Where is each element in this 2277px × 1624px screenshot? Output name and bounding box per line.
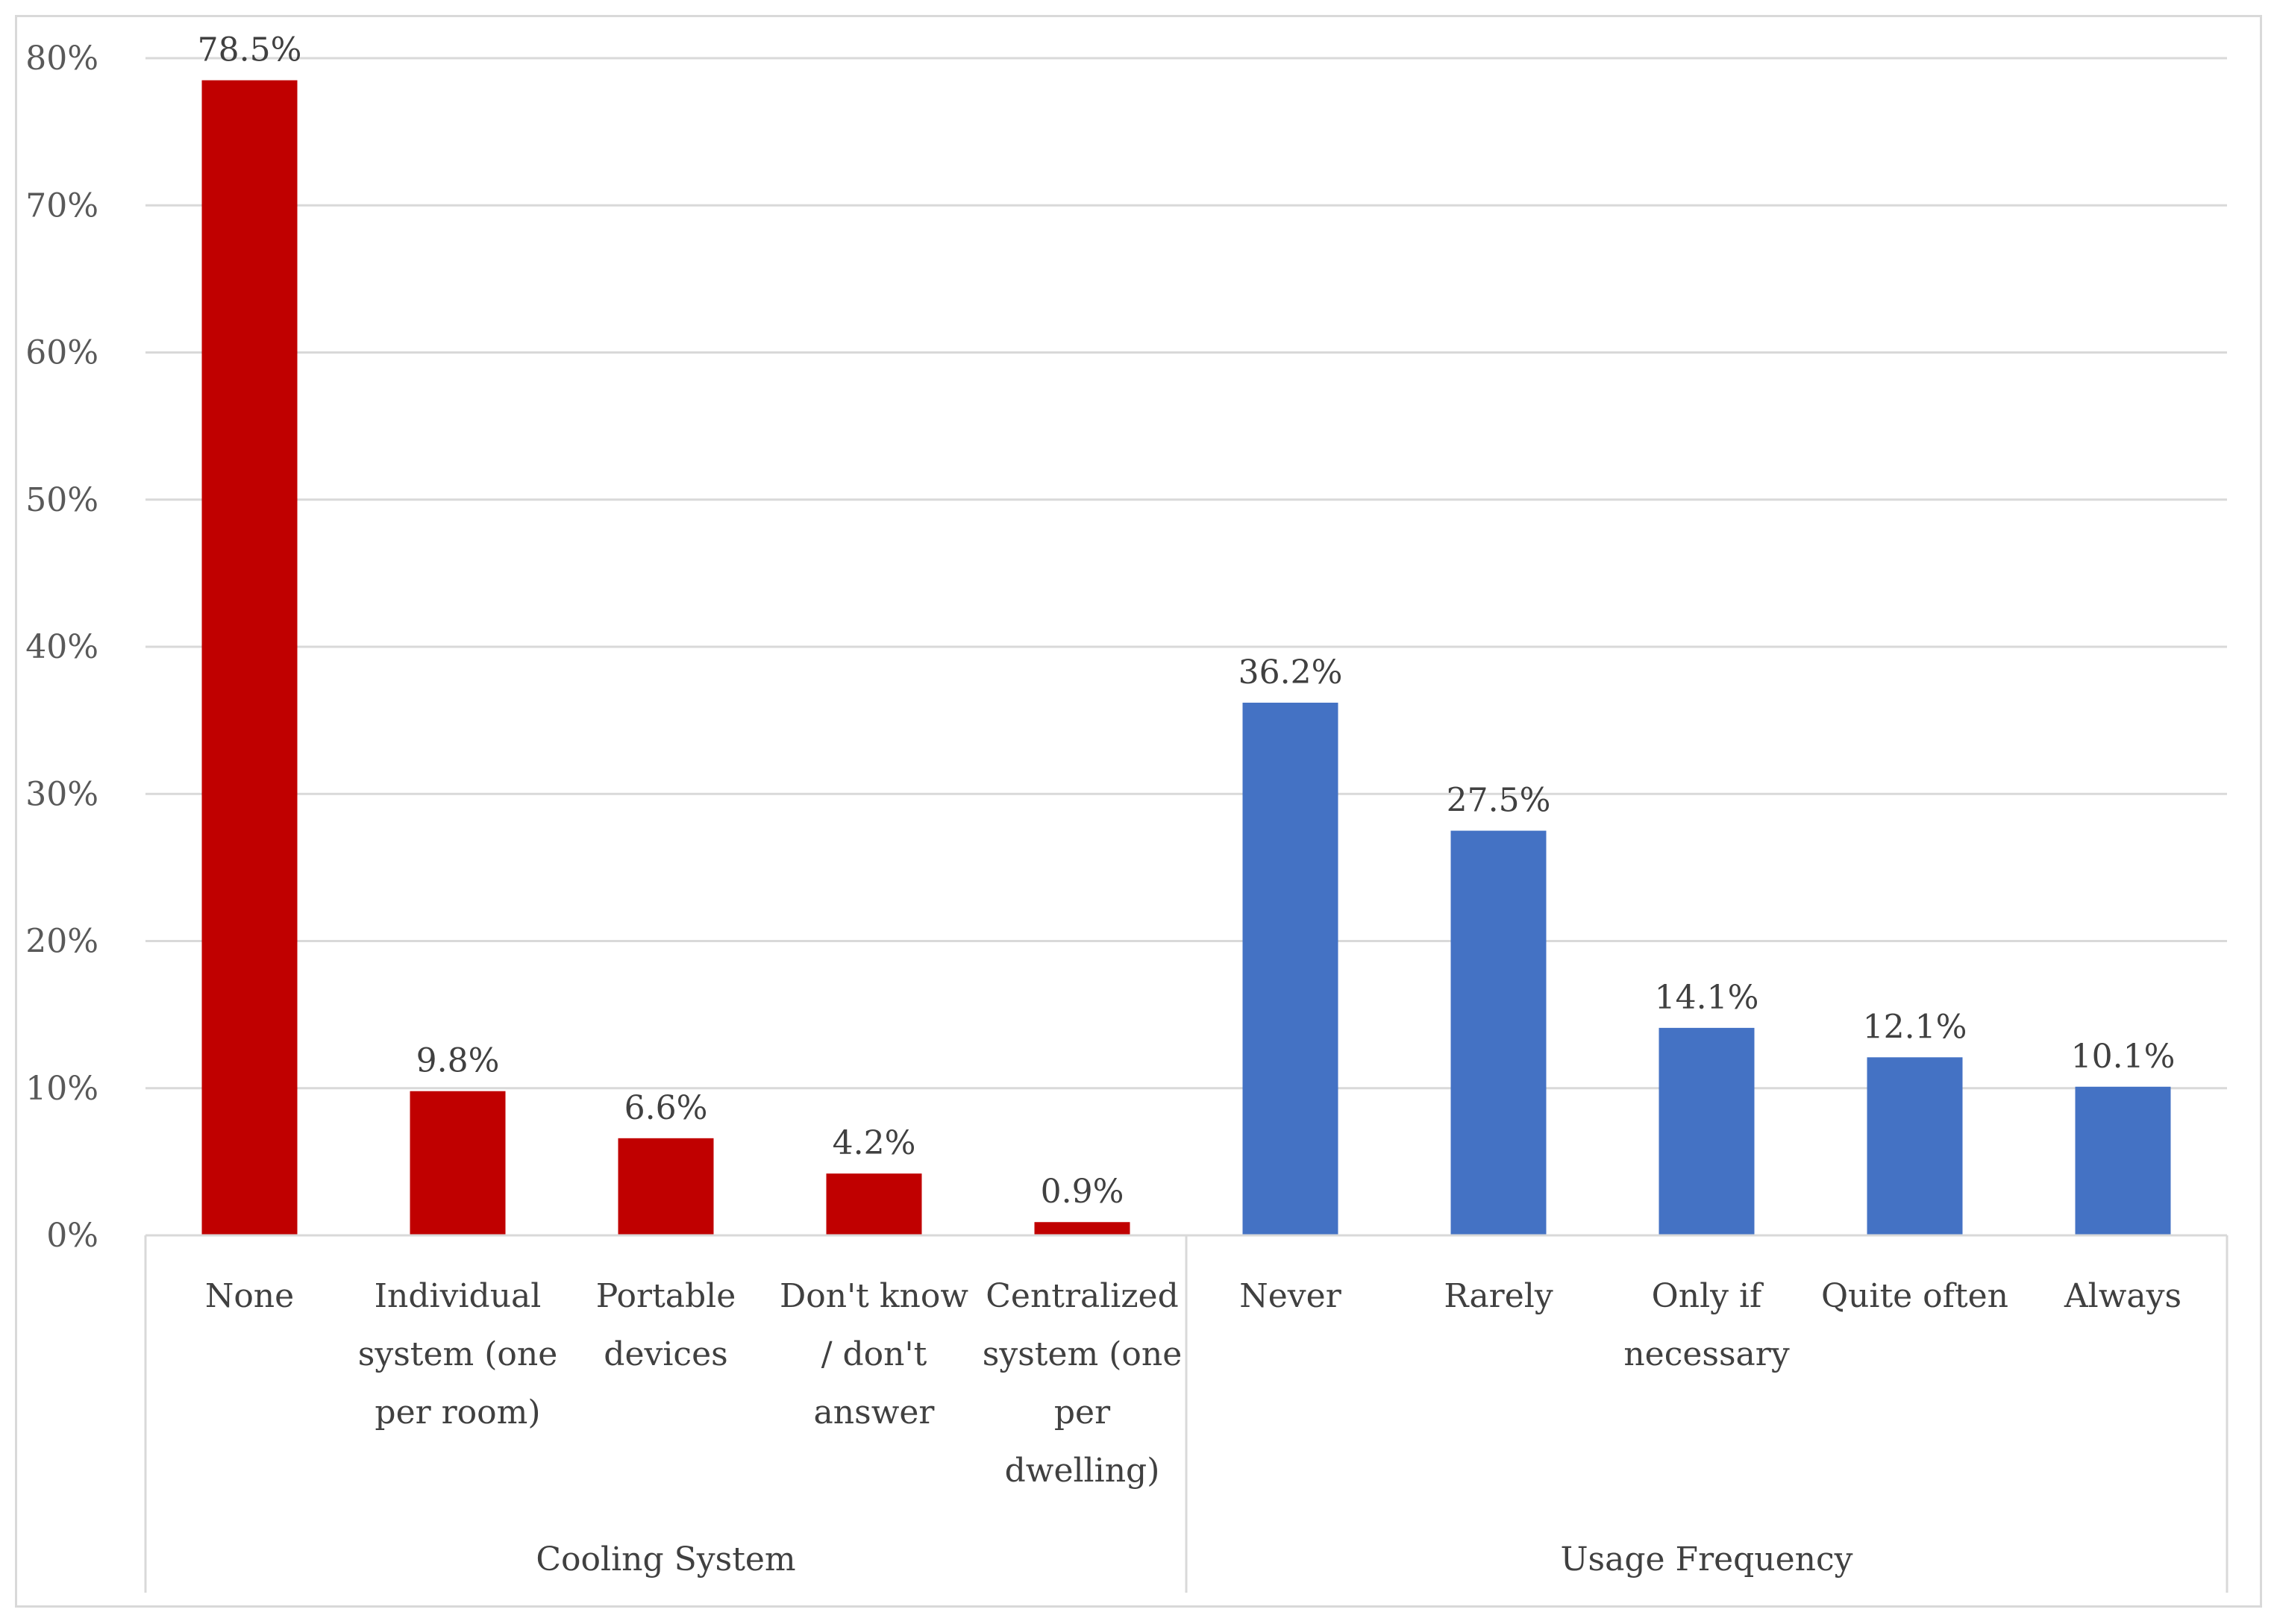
category-label: Never (1239, 1277, 1341, 1315)
y-tick-label: 30% (25, 775, 98, 813)
category-label-line: Only if (1652, 1277, 1764, 1315)
bar (1242, 702, 1338, 1235)
category-label-line: devices (604, 1335, 727, 1373)
data-label: 78.5% (198, 31, 302, 69)
y-tick-label: 20% (25, 923, 98, 961)
category-label-line: answer (814, 1393, 936, 1432)
bars (201, 80, 2171, 1235)
x-axis (144, 1234, 2229, 1593)
data-label: 14.1% (1655, 979, 1759, 1017)
category-label-line: / don't (821, 1335, 927, 1373)
data-label: 0.9% (1041, 1173, 1124, 1211)
group-label: Usage Frequency (1560, 1540, 1852, 1578)
category-label: Centralized system (one per dwelling) (983, 1277, 1182, 1490)
bar (1450, 830, 1547, 1235)
data-label: 27.5% (1447, 782, 1551, 820)
category-label: Only if necessary (1623, 1277, 1789, 1373)
y-tick-label: 60% (25, 334, 98, 372)
data-labels: 78.5% 9.8% 6.6% 4.2% 0.9% 36.2% 27.5% 14.1% 12.1… (198, 31, 2176, 1211)
bar (1867, 1057, 1963, 1235)
bar (1659, 1027, 1755, 1235)
data-label: 4.2% (833, 1124, 916, 1162)
bar (410, 1091, 506, 1235)
category-label: Portable devices (596, 1277, 736, 1373)
category-label: None (205, 1277, 294, 1315)
category-labels: None Individual system (one per room) Portab… (205, 1277, 2182, 1490)
category-label: Always (2064, 1277, 2182, 1315)
category-label-line: dwelling) (1005, 1452, 1160, 1490)
category-label-line: Rarely (1444, 1277, 1553, 1315)
category-label-line: per room) (375, 1393, 540, 1432)
bar (201, 80, 298, 1235)
data-label: 36.2% (1238, 653, 1343, 692)
category-label-line: Quite often (1821, 1277, 2008, 1315)
y-tick-label: 70% (25, 186, 98, 225)
bar (2075, 1086, 2171, 1235)
data-label: 6.6% (624, 1089, 708, 1127)
category-label-line: per (1054, 1393, 1111, 1432)
chart-frame (15, 15, 2262, 1608)
category-label-line: Never (1239, 1277, 1341, 1315)
bar (618, 1138, 714, 1235)
data-label: 9.8% (416, 1042, 500, 1080)
y-axis-ticks: 0% 10% 20% 30% 40% 50% 60% 70% 80% (25, 40, 98, 1255)
category-label-line: system (one (983, 1335, 1182, 1373)
category-label: Quite often (1821, 1277, 2008, 1315)
category-label: Don't know / don't answer (780, 1277, 968, 1432)
category-label: Rarely (1444, 1277, 1553, 1315)
data-label: 10.1% (2071, 1038, 2176, 1076)
y-tick-label: 50% (25, 481, 98, 519)
category-label-line: necessary (1623, 1335, 1789, 1373)
category-label: Individual system (one per room) (358, 1277, 557, 1432)
y-tick-label: 0% (46, 1217, 98, 1255)
category-label-line: system (one (358, 1335, 557, 1373)
category-label-line: Always (2064, 1277, 2182, 1315)
group-labels: Cooling System Usage Frequency (536, 1540, 1852, 1578)
category-label-line: None (205, 1277, 294, 1315)
category-label-line: Centralized (986, 1277, 1179, 1315)
gridlines (145, 57, 2227, 1090)
bar (826, 1173, 922, 1235)
y-tick-label: 80% (25, 40, 98, 78)
data-label: 12.1% (1863, 1008, 1967, 1046)
category-label-line: Portable (596, 1277, 736, 1315)
group-label: Cooling System (536, 1540, 795, 1578)
bar (1034, 1222, 1130, 1235)
category-label-line: Individual (375, 1277, 542, 1315)
y-tick-label: 10% (25, 1070, 98, 1108)
category-label-line: Don't know (780, 1277, 968, 1315)
y-tick-label: 40% (25, 628, 98, 666)
